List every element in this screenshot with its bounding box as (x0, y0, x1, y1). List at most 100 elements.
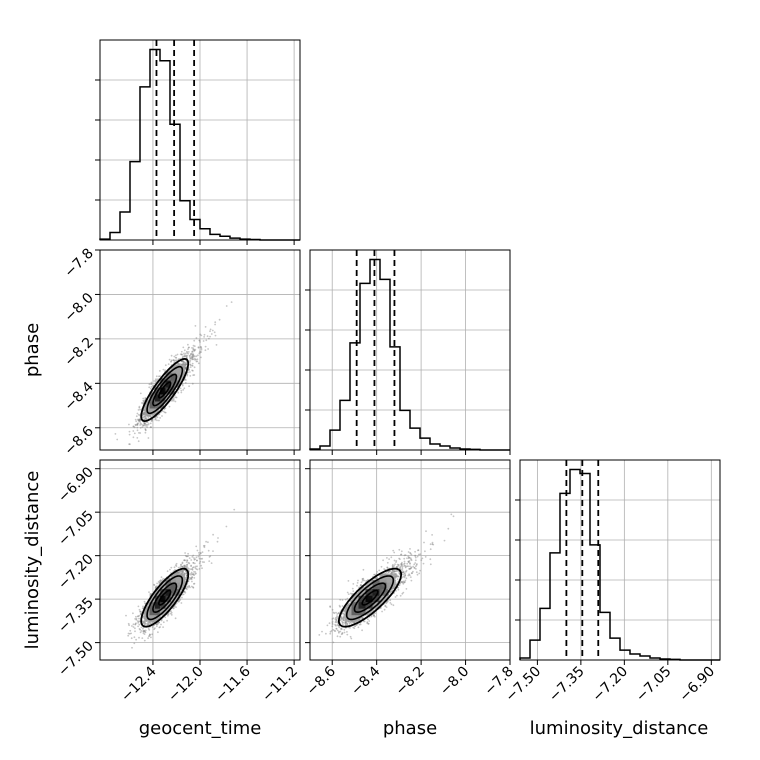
scatter-point (140, 423, 143, 425)
scatter-point (191, 364, 193, 367)
scatter-point (132, 430, 135, 432)
scatter-point (150, 636, 152, 639)
scatter-point (152, 385, 155, 387)
scatter-point (143, 423, 146, 425)
scatter-point (172, 359, 175, 361)
scatter-point (344, 598, 347, 601)
scatter-point (183, 354, 186, 356)
scatter-point (200, 346, 203, 348)
scatter-point (204, 326, 207, 328)
scatter-point (139, 631, 142, 634)
scatter-point (168, 358, 171, 361)
scatter-point (189, 586, 191, 589)
scatter-point (140, 630, 143, 632)
scatter-point (162, 368, 165, 371)
scatter-point (127, 634, 130, 637)
scatter-point (184, 352, 187, 355)
scatter-point (193, 562, 196, 565)
scatter-point (191, 382, 194, 385)
histogram-step (519, 468, 720, 661)
scatter-point (192, 353, 194, 356)
scatter-point (192, 349, 195, 351)
scatter-point (196, 549, 199, 552)
scatter-point (199, 341, 201, 343)
scatter-point (133, 426, 136, 429)
scatter-point (137, 418, 140, 421)
scatter-point (147, 437, 150, 439)
scatter-point (145, 417, 148, 420)
scatter-point (139, 420, 141, 423)
scatter-point (156, 416, 159, 419)
scatter-point (189, 371, 191, 373)
scatter-point (154, 418, 157, 421)
scatter-point (144, 415, 146, 418)
scatter-point (181, 384, 184, 387)
scatter-point (187, 348, 189, 350)
scatter-point (150, 381, 153, 384)
scatter-point (198, 339, 201, 342)
scatter-point (194, 325, 197, 327)
scatter-point (142, 411, 145, 414)
scatter-point (132, 623, 135, 626)
scatter-point (201, 567, 203, 570)
scatter-point (132, 612, 134, 615)
scatter-point (151, 418, 154, 421)
scatter-point (207, 541, 209, 544)
scatter-point (182, 389, 185, 391)
scatter-point (189, 366, 192, 368)
scatter-point (192, 358, 195, 361)
scatter-point (139, 422, 142, 424)
scatter-point (188, 355, 191, 357)
scatter-point (138, 623, 141, 626)
scatter-point (168, 405, 171, 408)
scatter-point (114, 433, 117, 435)
scatter-point (216, 540, 219, 543)
scatter-point (195, 556, 198, 559)
y-tick-label: −6.90 (55, 464, 97, 506)
scatter-point (158, 413, 161, 415)
scatter-point (138, 405, 141, 408)
scatter-point (139, 392, 142, 395)
histogram-panel-luminosity_distance: −7.50 −7.35 −7.20 −7.05 −6.90 (503, 459, 721, 706)
x-tick-label: −11.6 (212, 663, 254, 705)
scatter-point (185, 362, 188, 365)
scatter-point (404, 566, 407, 569)
scatter-point (347, 580, 350, 582)
scatter-point (138, 432, 140, 434)
scatter-point (196, 559, 198, 562)
scatter-point (193, 355, 196, 358)
scatter-point (169, 568, 171, 571)
scatter-point (150, 382, 153, 385)
scatter-point (136, 423, 139, 426)
scatter-point (195, 545, 198, 548)
scatter-point (164, 616, 167, 619)
scatter-point (214, 334, 217, 337)
scatter-point (191, 568, 194, 570)
scatter-point (192, 586, 194, 589)
scatter-point (183, 355, 186, 358)
scatter-point (182, 362, 185, 365)
scatter-point (143, 600, 146, 603)
scatter-point (134, 423, 137, 426)
scatter-point (197, 555, 200, 558)
scatter-point (153, 584, 156, 586)
scatter-point (205, 339, 208, 342)
y-tick-label: −8.4 (61, 379, 96, 414)
scatter-point (205, 540, 208, 543)
scatter-point (136, 424, 139, 426)
scatter-point (193, 582, 196, 585)
scatter-point (146, 415, 149, 418)
scatter-point (185, 354, 187, 357)
scatter-point (164, 407, 167, 410)
scatter-point (182, 360, 185, 363)
scatter-point (183, 349, 186, 352)
scatter-point (129, 443, 131, 446)
scatter-point (195, 360, 198, 363)
scatter-point (138, 418, 141, 421)
scatter-point (187, 567, 189, 569)
scatter-point (143, 424, 145, 427)
scatter-point (132, 626, 135, 628)
scatter-point (137, 625, 140, 628)
scatter-point (144, 428, 147, 431)
x-tick-label: −6.90 (676, 664, 718, 706)
